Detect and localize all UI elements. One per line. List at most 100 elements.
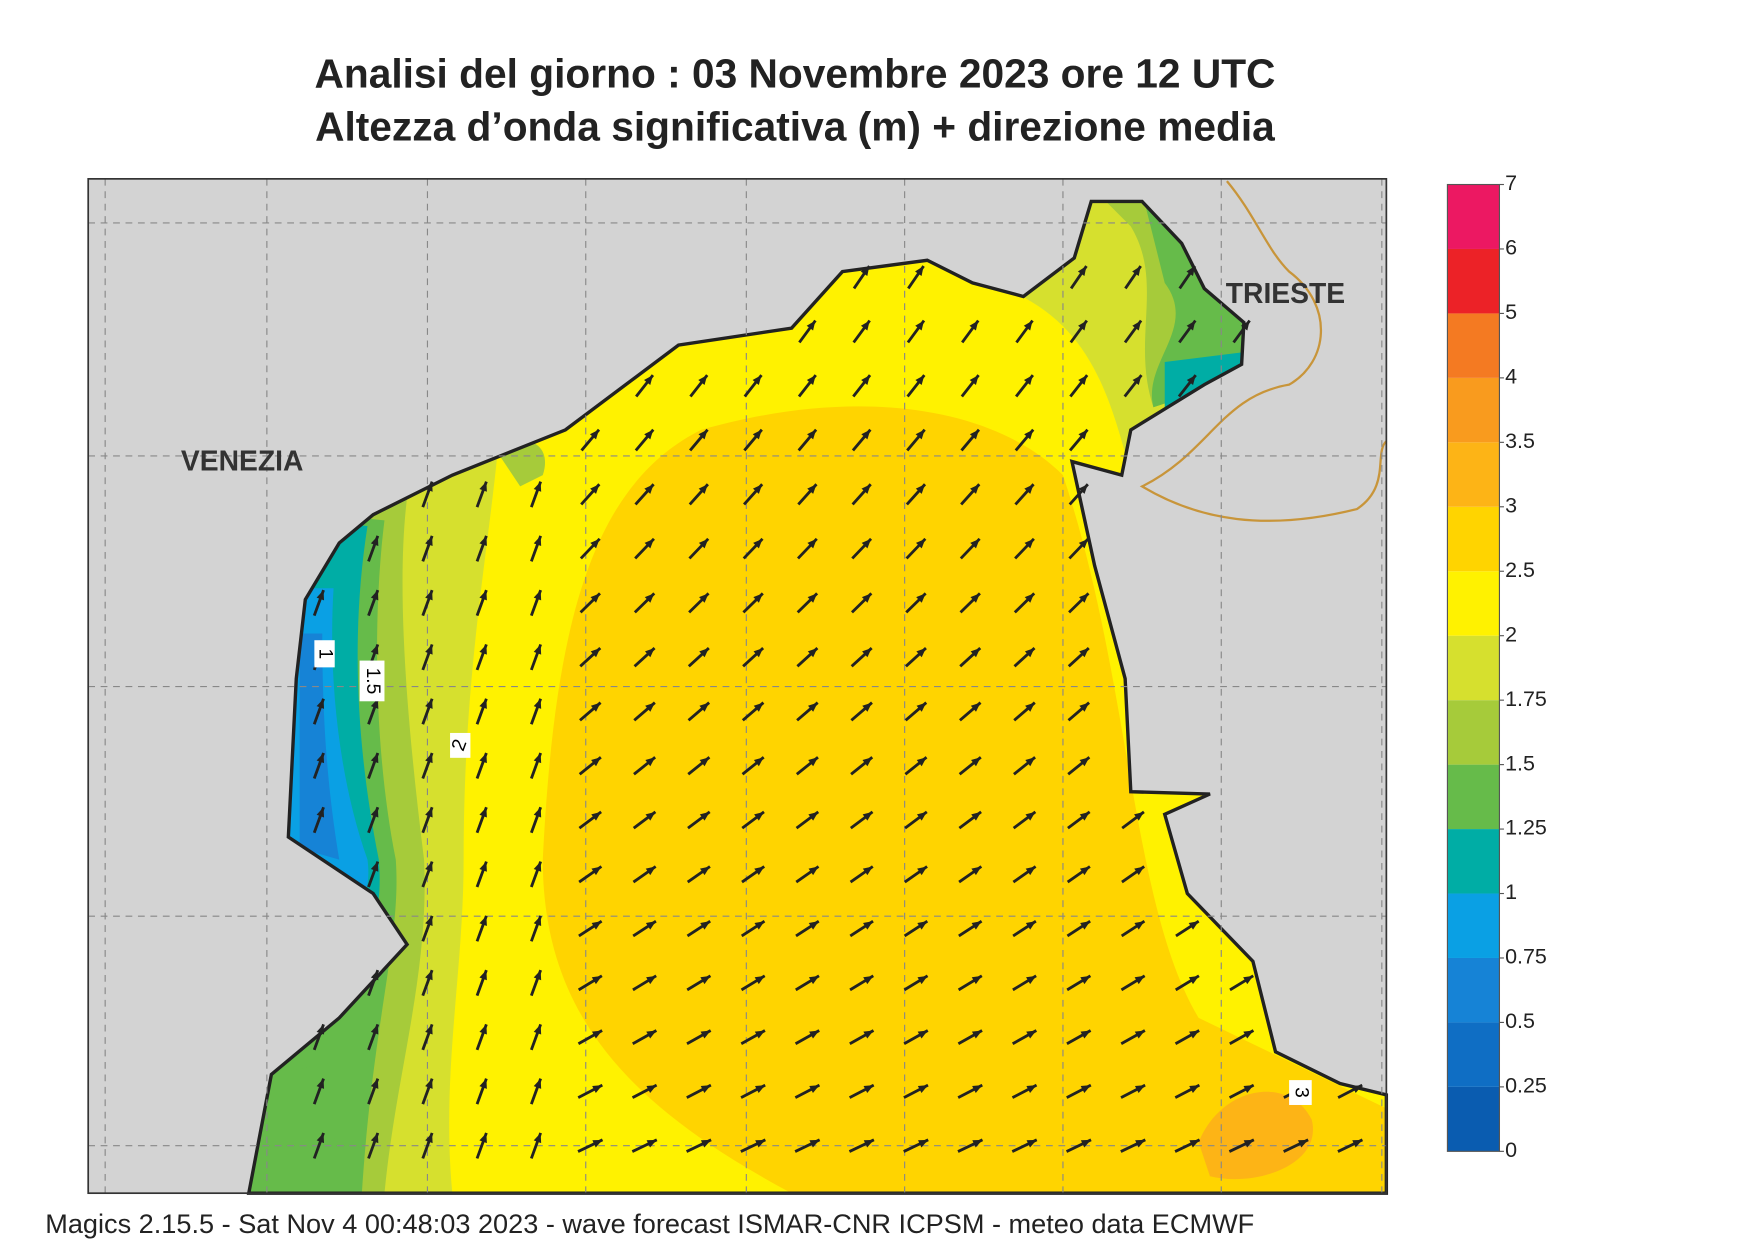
- arrow: [634, 483, 655, 506]
- colorbar-label: 6: [1505, 236, 1517, 260]
- arrow: [579, 701, 602, 722]
- arrow: [903, 1029, 929, 1046]
- arrow: [1011, 1083, 1038, 1099]
- arrow-head: [971, 921, 982, 930]
- arrow-head: [1078, 375, 1088, 385]
- arrow-head: [1134, 866, 1145, 876]
- arrow-head: [591, 866, 602, 876]
- arrow: [312, 589, 325, 617]
- arrow: [1120, 1083, 1146, 1099]
- arrow-head: [316, 1078, 325, 1089]
- colorbar-segment: [1447, 571, 1500, 636]
- arrow-head: [698, 538, 709, 549]
- arrow-head: [699, 702, 710, 712]
- arrow: [421, 1023, 434, 1051]
- arrow: [794, 1083, 821, 1099]
- arrow: [530, 752, 542, 779]
- arrow: [1015, 374, 1034, 398]
- arrow-head: [860, 266, 870, 277]
- arrow: [1066, 919, 1091, 938]
- arrow-head: [808, 757, 818, 767]
- arrow-head: [809, 1085, 820, 1093]
- arrow-head: [1352, 1085, 1363, 1093]
- arrow: [960, 428, 981, 452]
- arrow-head: [425, 752, 433, 764]
- arrow-head: [533, 915, 542, 926]
- arrow-head: [1025, 757, 1036, 767]
- arrow: [903, 974, 929, 992]
- arrow-head: [970, 538, 980, 549]
- arrow: [1015, 319, 1034, 344]
- arrow-head: [1243, 1139, 1254, 1148]
- arrow-head: [370, 752, 379, 764]
- place-label: VENEZIA: [181, 445, 303, 477]
- contour-labels: 1 1.5 2 3: [314, 640, 1312, 1105]
- arrow-head: [1186, 266, 1196, 277]
- arrow-head: [700, 1139, 712, 1148]
- arrow: [904, 810, 928, 830]
- arrow: [475, 915, 488, 942]
- arrow: [851, 483, 872, 506]
- arrow: [905, 592, 927, 614]
- arrow: [797, 374, 817, 398]
- arrow-head: [807, 702, 818, 712]
- arrow: [742, 483, 764, 506]
- arrow: [633, 646, 656, 668]
- arrow: [850, 646, 873, 668]
- arrow: [1228, 1138, 1255, 1153]
- arrow-head: [916, 757, 927, 767]
- arrow-head: [533, 1024, 542, 1035]
- arrow-head: [972, 1139, 983, 1148]
- arrow-head: [752, 375, 762, 385]
- arrow-head: [479, 752, 487, 764]
- arrow-head: [755, 1139, 766, 1148]
- arrow-head: [863, 1085, 874, 1093]
- arrow-head: [1026, 975, 1037, 985]
- arrow-head: [1078, 320, 1087, 331]
- arrow: [960, 483, 981, 506]
- arrow: [632, 865, 657, 884]
- arrow-head: [971, 811, 982, 821]
- arrow-head: [700, 1030, 711, 1039]
- arrow-head: [1135, 1139, 1146, 1148]
- arrow-head: [699, 593, 709, 603]
- arrow: [850, 756, 874, 776]
- arrow: [1121, 865, 1145, 884]
- colorbar-label: 4: [1505, 365, 1517, 389]
- arrow: [904, 756, 928, 776]
- arrow: [1065, 1138, 1092, 1153]
- colorbar-segment: [1447, 377, 1500, 443]
- arrow-head: [915, 320, 924, 331]
- arrow-head: [533, 807, 542, 818]
- colorbar-label: 2.5: [1505, 558, 1535, 582]
- arrow-head: [425, 698, 433, 709]
- arrow-head: [807, 593, 818, 603]
- arrow: [475, 1023, 488, 1051]
- arrow: [1012, 919, 1037, 938]
- arrow: [530, 861, 542, 888]
- arrow-head: [699, 811, 710, 821]
- arrow: [421, 643, 434, 671]
- arrow-head: [807, 484, 817, 494]
- arrow-head: [479, 698, 487, 709]
- arrow-head: [754, 921, 765, 930]
- colorbar-segment: [1447, 893, 1500, 958]
- arrow: [635, 374, 655, 398]
- arrow: [1174, 974, 1200, 992]
- arrow-head: [863, 975, 874, 985]
- arrow: [686, 1029, 712, 1046]
- arrow: [1066, 1029, 1092, 1046]
- colorbar-segment: [1447, 184, 1500, 249]
- arrow-head: [590, 702, 601, 712]
- colorbar-segment: [1447, 442, 1500, 507]
- arrow: [743, 374, 763, 398]
- arrow-head: [1024, 648, 1035, 658]
- arrow: [686, 1083, 712, 1099]
- arrow: [850, 592, 873, 614]
- arrow: [852, 319, 871, 344]
- arrow: [1012, 865, 1037, 884]
- arrow: [1175, 919, 1200, 938]
- arrow: [530, 589, 542, 617]
- arrow-head: [1023, 320, 1033, 331]
- arrow-head: [370, 1078, 379, 1089]
